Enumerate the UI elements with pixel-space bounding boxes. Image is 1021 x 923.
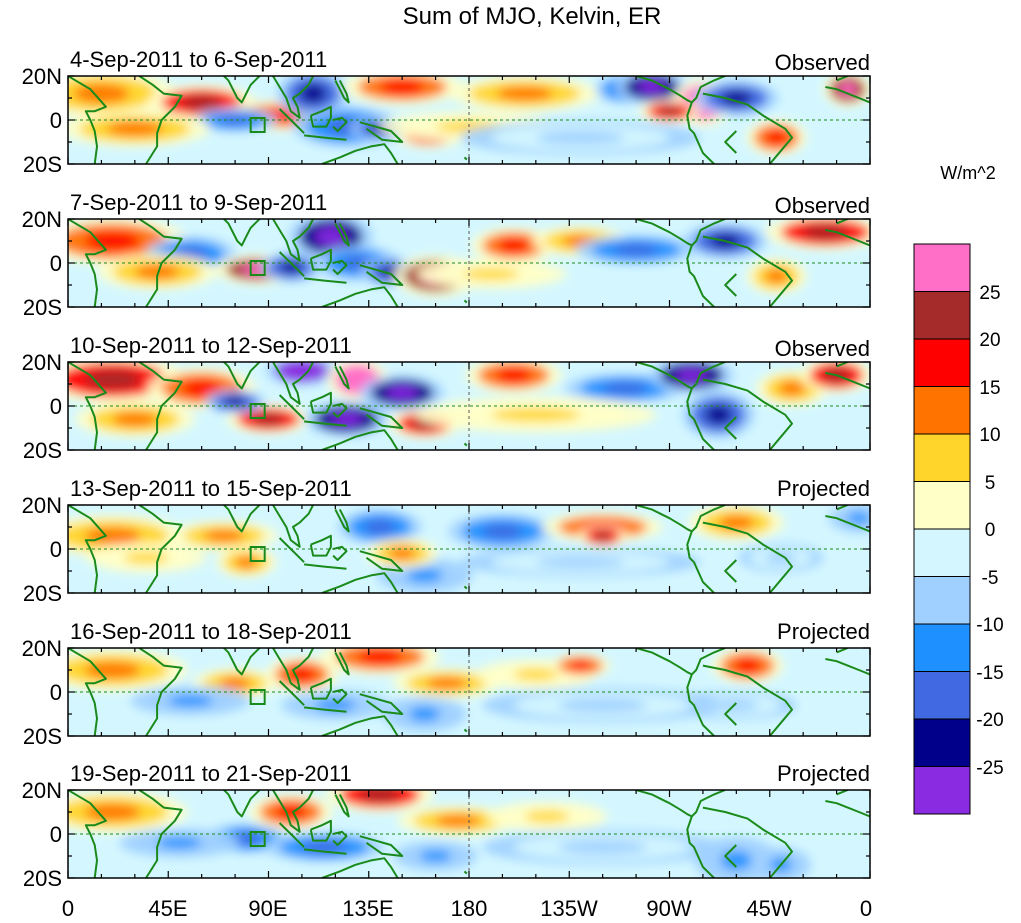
- panel-6-dates: 19-Sep-2011 to 21-Sep-2011: [70, 761, 352, 786]
- colorbar: W/m^2 25 20 15 10 5 0 -5 -10 -15 -20 -25: [913, 163, 1004, 815]
- colorbar-unit: W/m^2: [940, 163, 995, 183]
- panel-frame: [67, 361, 871, 451]
- coastlines: [68, 219, 870, 307]
- colorbar-label: 20: [979, 330, 1000, 351]
- anomaly-field: [68, 76, 870, 164]
- coastlines: [68, 790, 870, 878]
- map-panel-1: [68, 76, 870, 164]
- colorbar-label: -20: [976, 710, 1003, 731]
- lat-label: 0: [50, 251, 62, 276]
- lon-label: 90W: [646, 896, 691, 921]
- lat-label: 20S: [23, 581, 62, 606]
- lat-label: 0: [50, 394, 62, 419]
- coastlines: [68, 76, 870, 164]
- lon-label: 0: [62, 896, 74, 921]
- lat-label: 20N: [22, 64, 62, 89]
- lon-label: 135W: [540, 896, 598, 921]
- coastlines: [68, 505, 870, 593]
- lat-label: 0: [50, 680, 62, 705]
- anomaly-field: [68, 648, 870, 736]
- colorbar-swatch: [913, 386, 971, 435]
- lat-label: 20N: [22, 493, 62, 518]
- anomaly-field: [68, 790, 870, 878]
- lat-label: 20S: [23, 438, 62, 463]
- colorbar-swatch: [913, 291, 971, 340]
- lon-label: 135E: [342, 896, 393, 921]
- lat-label: 0: [50, 108, 62, 133]
- map-panel-4: [68, 505, 870, 593]
- colorbar-label: 0: [985, 520, 996, 541]
- map-panel-5: [68, 648, 870, 736]
- figure-title: Sum of MJO, Kelvin, ER: [403, 3, 662, 30]
- colorbar-label: 10: [979, 425, 1000, 446]
- lat-label: 20N: [22, 636, 62, 661]
- colorbar-label: -10: [976, 615, 1003, 636]
- anomaly-field: [68, 362, 870, 450]
- lat-label: 20S: [23, 724, 62, 749]
- colorbar-swatch: [913, 433, 971, 482]
- lon-label: 90E: [248, 896, 287, 921]
- lat-label: 20S: [23, 866, 62, 891]
- colorbar-label: -5: [982, 568, 999, 589]
- panel-5-kind: Projected: [777, 619, 870, 644]
- colorbar-label: -15: [976, 663, 1003, 684]
- colorbar-label: -25: [976, 758, 1003, 779]
- colorbar-swatch: [913, 671, 971, 720]
- anomaly-field: [68, 505, 870, 593]
- panel-2-kind: Observed: [775, 193, 870, 218]
- lon-label: 45W: [746, 896, 791, 921]
- colorbar-swatch: [913, 481, 971, 530]
- lat-label: 0: [50, 537, 62, 562]
- panel-frame: [67, 75, 871, 165]
- lat-label: 20S: [23, 152, 62, 177]
- panel-frame: [67, 647, 871, 737]
- anomaly-field: [68, 219, 870, 307]
- lat-label: 20N: [22, 778, 62, 803]
- panel-4-dates: 13-Sep-2011 to 15-Sep-2011: [70, 476, 352, 501]
- panel-frame: [67, 218, 871, 308]
- lat-label: 20S: [23, 295, 62, 320]
- map-panel-6: [68, 790, 870, 878]
- panel-3-kind: Observed: [775, 336, 870, 361]
- longitude-axis: 0 45E 90E 135E 180 135W 90W 45W 0: [62, 896, 872, 921]
- lon-label: 0: [860, 896, 872, 921]
- coastlines: [68, 648, 870, 736]
- panel-5-dates: 16-Sep-2011 to 18-Sep-2011: [70, 619, 352, 644]
- lon-label: 180: [451, 896, 488, 921]
- colorbar-swatch: [913, 528, 971, 577]
- lat-label: 20N: [22, 207, 62, 232]
- coastlines: [68, 362, 870, 450]
- colorbar-label: 25: [979, 283, 1000, 304]
- panel-frame: [67, 789, 871, 879]
- colorbar-swatch: [913, 576, 971, 625]
- colorbar-swatch: [913, 718, 971, 767]
- panel-6-kind: Projected: [777, 761, 870, 786]
- panel-3-dates: 10-Sep-2011 to 12-Sep-2011: [70, 333, 352, 358]
- panel-4-kind: Projected: [777, 476, 870, 501]
- map-panel-3: [68, 362, 870, 450]
- panel-2-dates: 7-Sep-2011 to 9-Sep-2011: [70, 190, 327, 215]
- panel-1-dates: 4-Sep-2011 to 6-Sep-2011: [70, 47, 327, 72]
- map-panel-2: [68, 219, 870, 307]
- colorbar-swatch: [913, 623, 971, 672]
- panel-1-kind: Observed: [775, 50, 870, 75]
- colorbar-label: 15: [979, 378, 1000, 399]
- colorbar-swatch: [913, 338, 971, 387]
- colorbar-swatch: [913, 243, 971, 292]
- panel-frame: [67, 504, 871, 594]
- lat-label: 0: [50, 822, 62, 847]
- colorbar-swatch: [913, 766, 971, 815]
- lat-label: 20N: [22, 350, 62, 375]
- colorbar-label: 5: [985, 473, 996, 494]
- lon-label: 45E: [148, 896, 187, 921]
